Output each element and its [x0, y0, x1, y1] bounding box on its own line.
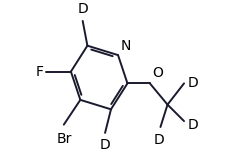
- Text: O: O: [152, 66, 163, 80]
- Text: Br: Br: [56, 132, 71, 146]
- Text: F: F: [36, 65, 44, 79]
- Text: D: D: [77, 2, 88, 16]
- Text: N: N: [120, 39, 131, 53]
- Text: D: D: [100, 138, 110, 152]
- Text: D: D: [154, 133, 165, 147]
- Text: D: D: [188, 118, 198, 132]
- Text: D: D: [188, 76, 198, 90]
